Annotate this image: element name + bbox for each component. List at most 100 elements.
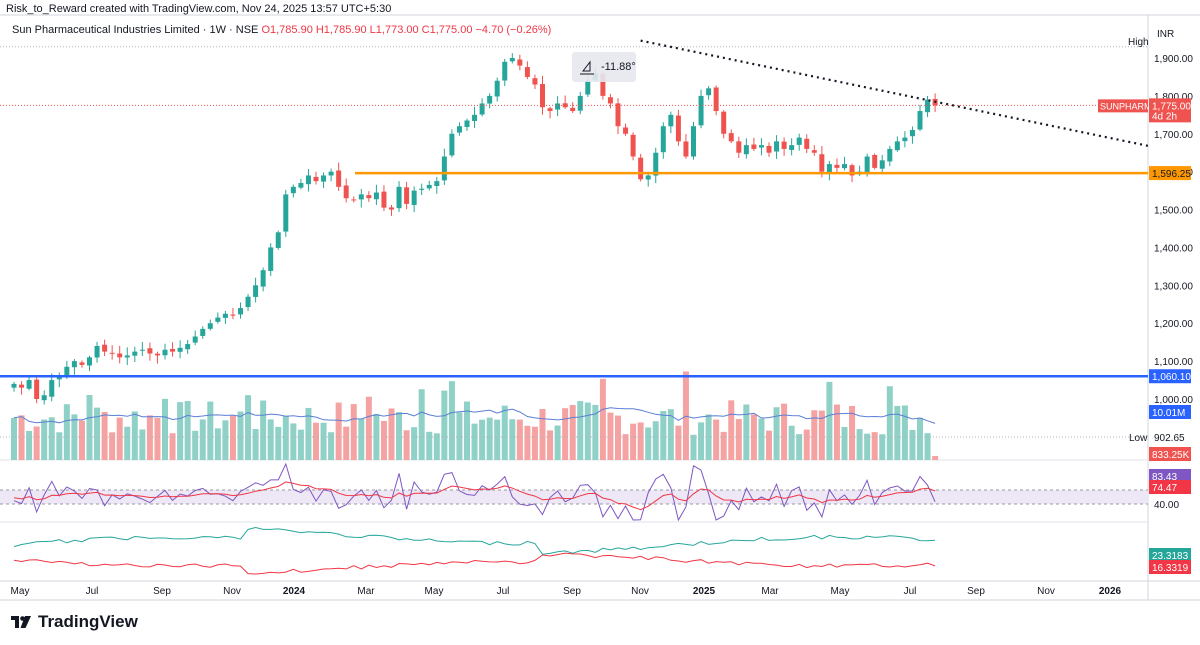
- chart-legend: Sun Pharmaceutical Industries Limited · …: [12, 24, 551, 36]
- price-tick: 1,200.00: [1154, 319, 1193, 330]
- candle-body: [600, 73, 606, 96]
- last-price-tag-bg: [1149, 98, 1191, 123]
- candle-body: [321, 175, 327, 182]
- price-tick: 1,300.00: [1154, 281, 1193, 292]
- time-tick: Jul: [904, 586, 917, 597]
- candle-body: [487, 95, 493, 104]
- candle-body: [441, 156, 447, 181]
- time-tick: 2024: [283, 586, 306, 597]
- high-label: High: [1128, 37, 1149, 48]
- candle-body: [147, 348, 153, 354]
- candle-body: [570, 107, 576, 112]
- candle-body: [396, 186, 402, 209]
- volume-bar: [811, 410, 818, 460]
- low-value: 902.65: [1154, 433, 1185, 444]
- candle-body: [743, 145, 749, 155]
- volume-bar: [675, 425, 682, 460]
- candle-body: [562, 103, 568, 108]
- candle-body: [170, 348, 176, 352]
- volume-bar: [494, 419, 501, 460]
- price-tick: 1,700.00: [1154, 130, 1193, 141]
- candle-body: [275, 232, 281, 248]
- volume-bar: [773, 407, 780, 460]
- volume-bar: [441, 390, 448, 460]
- candle-body: [524, 67, 530, 77]
- angle-annotation[interactable]: -11.88°: [572, 52, 636, 82]
- volume-bar: [207, 401, 214, 460]
- volume-bar: [139, 429, 146, 460]
- tradingview-logo[interactable]: TradingView: [10, 612, 138, 632]
- volume-bar: [290, 423, 297, 460]
- volume-bar: [169, 433, 176, 460]
- volume-bar: [539, 408, 546, 460]
- volume-bar: [146, 415, 153, 460]
- volume-bar: [501, 405, 508, 460]
- volume-bar: [728, 400, 735, 460]
- volume-bar: [720, 431, 727, 460]
- volume-bar: [464, 401, 470, 460]
- volume-bar: [894, 405, 901, 460]
- tradingview-brand: TradingView: [38, 612, 138, 631]
- candle-body: [19, 384, 25, 388]
- candle-body: [540, 84, 545, 108]
- candle-body: [479, 103, 485, 115]
- time-tick: May: [425, 586, 444, 597]
- volume-bar: [660, 410, 667, 460]
- volume-bar: [554, 425, 561, 460]
- symbol-tag: SUNPHARMA: [1100, 101, 1158, 111]
- candle-body: [909, 129, 915, 137]
- time-tick: May: [11, 586, 30, 597]
- currency-label: INR: [1157, 29, 1174, 40]
- volume-bars: [11, 371, 939, 460]
- volume-bar: [607, 412, 614, 460]
- volume-bar: [154, 417, 161, 460]
- candle-body: [328, 171, 334, 176]
- volume-bar: [833, 404, 840, 460]
- volume-ma-tag-bg: [1149, 405, 1191, 419]
- candle-body: [887, 148, 893, 162]
- candles: [11, 53, 938, 405]
- candle-body: [336, 170, 342, 187]
- candle-body: [894, 141, 900, 151]
- candle-body: [834, 164, 840, 168]
- candle-body: [698, 95, 704, 126]
- candle-body: [902, 137, 908, 142]
- volume-bar: [796, 434, 803, 460]
- volume-bar: [245, 395, 252, 460]
- time-tick: Jul: [86, 586, 99, 597]
- adx-minus-tag-bg: [1149, 560, 1191, 574]
- candle-body: [623, 127, 629, 134]
- candle-body: [577, 95, 583, 111]
- volume-bar: [350, 404, 357, 460]
- candle-body: [668, 114, 674, 127]
- volume-bar: [758, 418, 765, 460]
- candle-body: [230, 314, 236, 316]
- volume-bar: [131, 411, 138, 460]
- volume-bar: [214, 428, 221, 460]
- candle-body: [917, 111, 923, 130]
- candle-body: [109, 352, 115, 354]
- candle-body: [207, 323, 213, 329]
- attribution-text: Risk_to_Reward created with TradingView.…: [6, 3, 392, 15]
- candle-body: [630, 134, 636, 157]
- candle-body: [691, 126, 696, 157]
- candle-body: [298, 183, 304, 188]
- volume-bar: [849, 405, 856, 460]
- candle-body: [426, 184, 432, 189]
- volume-bar: [486, 417, 493, 460]
- volume-bar: [932, 456, 939, 460]
- volume-bar: [328, 432, 335, 460]
- levels: [0, 39, 1149, 438]
- adx-plus-tag-bg: [1149, 548, 1191, 562]
- volume-bar: [766, 430, 772, 460]
- candle-body: [796, 137, 802, 145]
- volume-bar: [524, 425, 531, 460]
- candle-body: [358, 194, 364, 200]
- volume-bar: [735, 419, 742, 460]
- time-tick: Sep: [153, 586, 171, 597]
- candle-body: [804, 138, 810, 149]
- volume-bar: [803, 429, 810, 460]
- volume-bar: [109, 432, 116, 460]
- candle-body: [721, 111, 727, 134]
